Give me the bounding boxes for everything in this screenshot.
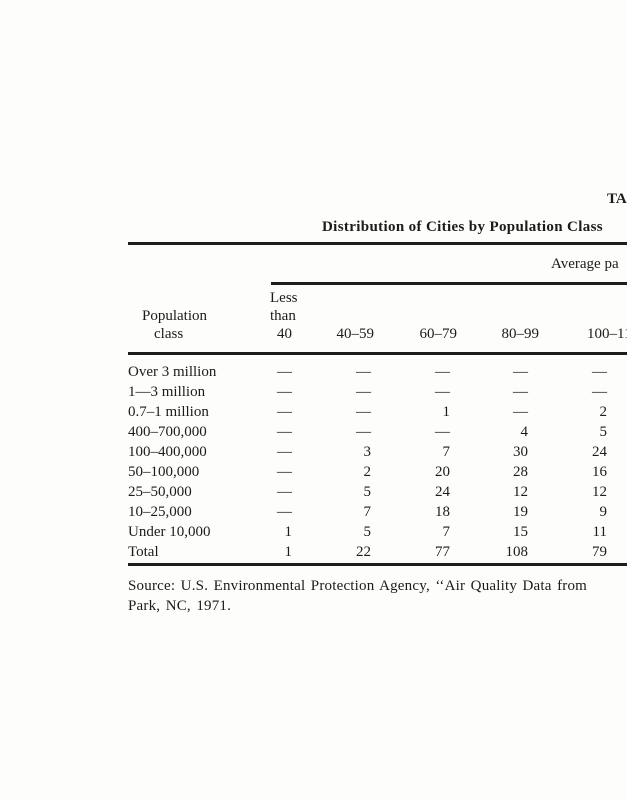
stub-header-line2: class	[154, 326, 184, 342]
cell-value: —	[277, 384, 292, 400]
row-label: 100–400,000	[128, 444, 207, 460]
cell-value: 24	[592, 444, 607, 460]
cell-value: 16	[592, 464, 607, 480]
cell-value: —	[277, 464, 292, 480]
cell-value: 11	[592, 524, 607, 540]
cell-value: 79	[592, 544, 607, 560]
cell-value: 12	[592, 484, 607, 500]
stub-header-line1: Population	[142, 308, 208, 324]
cell-value: 28	[513, 464, 528, 480]
row-label: 25–50,000	[128, 484, 192, 500]
cell-value: 30	[513, 444, 528, 460]
row-label: 50–100,000	[128, 464, 200, 480]
source-note-line2: Park, NC, 1971.	[128, 598, 232, 614]
col-header-40: 40	[277, 326, 292, 342]
row-label: 1—3 million	[128, 384, 206, 400]
source-note-line1: Source: U.S. Environmental Protection Ag…	[128, 578, 588, 594]
table-row: 400–700,000 — — — 4 5	[128, 422, 627, 442]
cell-value: 7	[363, 504, 372, 520]
cell-value: —	[435, 424, 450, 440]
cell-value: 2	[363, 464, 372, 480]
cell-value: —	[513, 384, 528, 400]
cell-value: —	[435, 384, 450, 400]
cell-value: —	[513, 364, 528, 380]
row-label: Total	[128, 544, 159, 560]
col-header-less: Less	[270, 290, 298, 306]
cell-value: 5	[363, 524, 372, 540]
cell-value: —	[356, 404, 371, 420]
col-header-100-119-fragment: 100–11	[587, 326, 627, 342]
cell-value: 1	[284, 524, 293, 540]
cell-value: 9	[599, 504, 608, 520]
cell-value: 15	[513, 524, 528, 540]
table-rule-top	[128, 242, 627, 245]
cell-value: 20	[435, 464, 450, 480]
cell-value: —	[356, 384, 371, 400]
cell-value: 19	[513, 504, 528, 520]
cell-value: —	[513, 404, 528, 420]
cell-value: 18	[435, 504, 450, 520]
table-title: Distribution of Cities by Population Cla…	[322, 219, 603, 235]
row-label: Over 3 million	[128, 364, 217, 380]
cell-value: —	[277, 424, 292, 440]
table-rule-bottom	[128, 563, 627, 566]
cell-value: 24	[435, 484, 450, 500]
table-row: 50–100,000 — 2 20 28 16	[128, 462, 627, 482]
cell-value: 5	[363, 484, 372, 500]
cell-value: —	[277, 404, 292, 420]
table-row: 1—3 million — — — — —	[128, 382, 627, 402]
row-label: Under 10,000	[128, 524, 211, 540]
col-header-80-99: 80–99	[501, 326, 540, 342]
column-spanner-label: Average pa	[551, 256, 619, 272]
cell-value: —	[592, 364, 607, 380]
spanner-rule	[271, 282, 627, 285]
cell-value: 77	[435, 544, 450, 560]
cell-value: 1	[284, 544, 293, 560]
table-row-total: Total 1 22 77 108 79	[128, 542, 627, 562]
table-body: Over 3 million — — — — — 1—3 million — —…	[128, 362, 627, 562]
cell-value: 5	[599, 424, 608, 440]
table-row: 100–400,000 — 3 7 30 24	[128, 442, 627, 462]
table-number-fragment: TA	[607, 191, 627, 207]
cell-value: —	[277, 504, 292, 520]
cell-value: 3	[363, 444, 372, 460]
cell-value: 22	[356, 544, 371, 560]
table-row: Over 3 million — — — — —	[128, 362, 627, 382]
header-rule	[128, 352, 627, 355]
cell-value: 108	[505, 544, 529, 560]
cell-value: 1	[442, 404, 451, 420]
col-header-60-79: 60–79	[419, 326, 458, 342]
cell-value: —	[356, 424, 371, 440]
cell-value: —	[435, 364, 450, 380]
cell-value: —	[356, 364, 371, 380]
cell-value: 4	[520, 424, 529, 440]
cell-value: 12	[513, 484, 528, 500]
table-row: 0.7–1 million — — 1 — 2	[128, 402, 627, 422]
cell-value: —	[277, 364, 292, 380]
table-row: 25–50,000 — 5 24 12 12	[128, 482, 627, 502]
table-row: Under 10,000 1 5 7 15 11	[128, 522, 627, 542]
col-header-than: than	[270, 308, 296, 324]
row-label: 0.7–1 million	[128, 404, 209, 420]
cell-value: 7	[442, 444, 451, 460]
col-header-40-59: 40–59	[336, 326, 375, 342]
row-label: 10–25,000	[128, 504, 192, 520]
cell-value: 7	[442, 524, 451, 540]
row-label: 400–700,000	[128, 424, 207, 440]
cell-value: —	[277, 444, 292, 460]
cell-value: —	[277, 484, 292, 500]
cell-value: —	[592, 384, 607, 400]
table-row: 10–25,000 — 7 18 19 9	[128, 502, 627, 522]
cell-value: 2	[599, 404, 608, 420]
